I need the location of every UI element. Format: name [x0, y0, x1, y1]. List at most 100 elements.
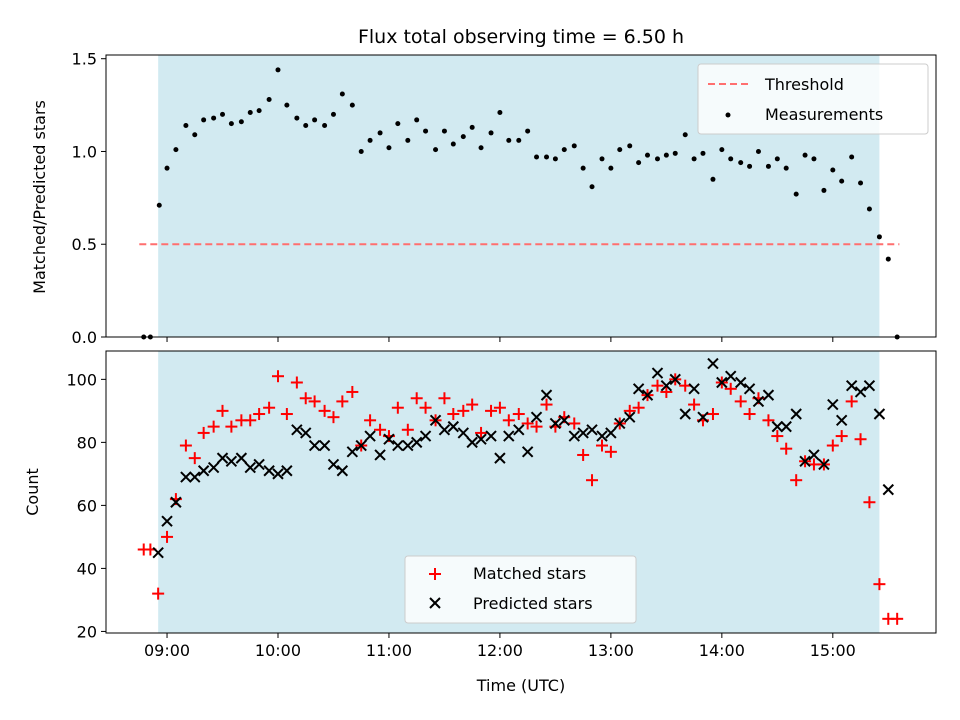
predicted-star-point — [364, 430, 376, 442]
predicted-star-point — [207, 461, 220, 474]
predicted-star-point — [549, 417, 562, 430]
measurement-point — [211, 115, 217, 121]
matched-star-point — [891, 612, 904, 625]
measurement-point — [672, 150, 678, 156]
measurement-point — [386, 145, 392, 151]
matched-star-point — [401, 423, 414, 436]
predicted-star-point — [327, 458, 340, 471]
measurement-point — [876, 234, 882, 240]
measurement-point — [839, 178, 845, 184]
predicted-star-point — [827, 398, 839, 411]
measurement-point — [433, 147, 439, 153]
measurement-point — [858, 180, 864, 186]
measurement-point — [284, 102, 290, 108]
measurement-point — [571, 143, 577, 149]
measurement-point — [349, 102, 355, 108]
matched-star-point — [679, 379, 692, 392]
measurement-point — [691, 156, 697, 162]
predicted-star-point — [318, 439, 331, 452]
predicted-star-point — [743, 383, 756, 395]
matched-star-point — [179, 439, 192, 452]
measurement-point — [423, 128, 429, 134]
predicted-star-point — [679, 408, 691, 420]
matched-star-point — [457, 404, 470, 417]
measurement-point — [552, 156, 558, 162]
predicted-star-point — [716, 376, 728, 389]
predicted-star-point — [170, 496, 182, 508]
matched-star-point — [632, 401, 645, 414]
measurement-point — [478, 145, 484, 151]
x-tick-label: 09:00 — [144, 641, 190, 660]
measurement-point — [747, 163, 753, 169]
predicted-star-point — [734, 376, 747, 389]
measurement-point — [201, 117, 207, 123]
measurement-point — [497, 110, 503, 116]
measurement-point — [849, 154, 855, 160]
predicted-star-point — [475, 433, 487, 445]
predicted-star-point — [244, 461, 256, 474]
measurement-point — [525, 128, 531, 134]
measurement-point — [367, 137, 373, 143]
matched-star-point — [280, 408, 293, 421]
measurement-point — [608, 165, 614, 171]
predicted-star-point — [790, 408, 802, 420]
matched-star-point — [688, 398, 701, 411]
matched-star-point — [364, 414, 377, 427]
matched-star-point — [790, 474, 803, 487]
measurement-point — [728, 156, 734, 162]
matched-star-point — [271, 370, 284, 383]
predicted-star-point — [605, 427, 617, 439]
predicted-star-point — [614, 417, 626, 430]
measurement-point — [228, 121, 234, 127]
legend-matched-swatch — [429, 568, 441, 580]
matched-star-point — [346, 385, 359, 398]
predicted-star-point — [577, 427, 589, 439]
x-tick-label: 12:00 — [477, 641, 523, 660]
predicted-star-point — [263, 465, 275, 477]
matched-star-point — [577, 448, 590, 461]
matched-star-point — [253, 408, 266, 421]
predicted-star-point — [253, 458, 265, 471]
predicted-star-point — [521, 446, 534, 458]
predicted-star-point — [383, 433, 395, 445]
measurement-point — [441, 128, 447, 134]
matched-star-point — [586, 474, 599, 487]
top-legend-box — [697, 63, 929, 135]
measurement-point — [710, 176, 716, 182]
measurement-point — [312, 117, 318, 123]
measurement-point — [802, 152, 808, 158]
predicted-star-point — [596, 430, 608, 442]
matched-star-point — [512, 408, 525, 421]
measurement-point — [469, 124, 475, 130]
predicted-star-point — [771, 420, 784, 433]
predicted-star-point — [336, 465, 349, 477]
matched-star-point — [485, 404, 498, 417]
matched-star-point — [475, 426, 488, 439]
bottom-y-axis-label: Count — [23, 468, 42, 516]
predicted-star-point — [835, 414, 848, 427]
matched-star-point — [502, 414, 515, 427]
matched-star-point — [743, 408, 756, 421]
predicted-star-point — [197, 465, 210, 477]
predicted-star-point — [300, 427, 312, 439]
predicted-star-point — [180, 471, 192, 483]
bottom-y-ticks: 20 40 60 80 100 — [66, 370, 106, 641]
measurement-point — [266, 97, 272, 103]
matched-star-point — [762, 414, 775, 427]
measurement-point — [599, 156, 605, 162]
measurement-point — [561, 147, 567, 153]
predicted-star-point — [152, 546, 164, 559]
predicted-star-point — [624, 411, 636, 423]
matched-star-point — [604, 445, 617, 458]
predicted-star-point — [873, 408, 886, 420]
bottom-legend-box — [404, 555, 637, 624]
measurement-point — [644, 152, 650, 158]
matched-star-point — [854, 433, 867, 446]
x-tick-label: 11:00 — [366, 641, 412, 660]
predicted-star-point — [429, 414, 442, 427]
measurement-point — [700, 150, 706, 156]
top-x-ticks — [166, 337, 834, 342]
measurement-point — [164, 165, 170, 171]
measurement-point — [377, 130, 383, 136]
measurement-point — [516, 137, 522, 143]
